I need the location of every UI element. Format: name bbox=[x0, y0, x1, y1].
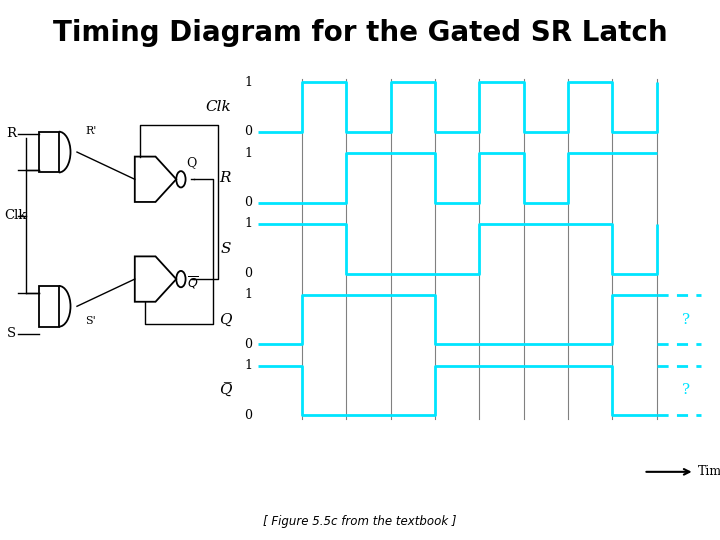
Text: 1: 1 bbox=[245, 288, 253, 301]
Text: 0: 0 bbox=[245, 409, 253, 422]
Text: S: S bbox=[6, 327, 16, 340]
Text: 1: 1 bbox=[245, 218, 253, 231]
Text: Q̅: Q̅ bbox=[219, 383, 231, 397]
Text: R': R' bbox=[86, 126, 97, 136]
Text: Timing Diagram for the Gated SR Latch: Timing Diagram for the Gated SR Latch bbox=[53, 19, 667, 47]
Text: Q: Q bbox=[219, 313, 231, 327]
Text: R: R bbox=[220, 171, 231, 185]
Text: 1: 1 bbox=[245, 76, 253, 89]
Text: 0: 0 bbox=[245, 338, 253, 351]
Text: Time: Time bbox=[698, 465, 720, 478]
Text: 0: 0 bbox=[245, 196, 253, 209]
Bar bbox=[39, 286, 59, 327]
Text: 0: 0 bbox=[245, 125, 253, 138]
Text: 1: 1 bbox=[245, 359, 253, 372]
Text: 0: 0 bbox=[245, 267, 253, 280]
Text: S: S bbox=[221, 242, 231, 256]
Text: $\overline{Q}$: $\overline{Q}$ bbox=[186, 275, 199, 292]
Text: ?: ? bbox=[682, 313, 690, 327]
Bar bbox=[39, 132, 59, 172]
Text: S': S' bbox=[86, 316, 96, 327]
Text: Clk: Clk bbox=[205, 100, 231, 114]
Text: ?: ? bbox=[682, 383, 690, 397]
Text: R: R bbox=[6, 127, 17, 140]
Text: [ Figure 5.5c from the textbook ]: [ Figure 5.5c from the textbook ] bbox=[264, 515, 456, 528]
Text: 1: 1 bbox=[245, 147, 253, 160]
Text: Clk: Clk bbox=[4, 209, 27, 222]
Text: Q: Q bbox=[186, 156, 197, 168]
